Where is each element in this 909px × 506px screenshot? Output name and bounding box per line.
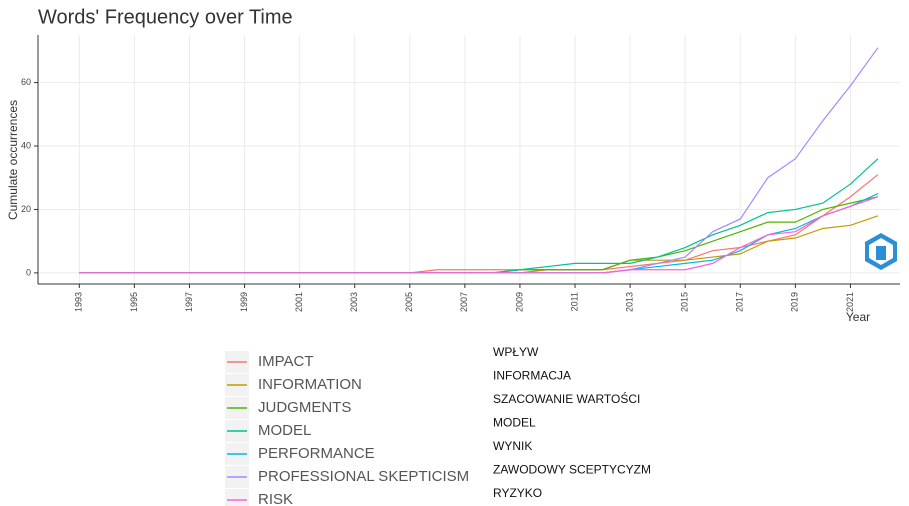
- series-line: [79, 215, 879, 274]
- logo: [865, 233, 897, 270]
- x-tick-label: 2021: [845, 292, 855, 312]
- y-tick-label: 20: [21, 204, 31, 214]
- x-tick-label: 2001: [294, 292, 304, 312]
- x-tick-label: 2019: [790, 292, 800, 312]
- translation: SZACOWANIE WARTOŚCI: [493, 391, 640, 406]
- y-tick-label: 0: [26, 267, 31, 277]
- series-line: [79, 193, 879, 274]
- x-tick-label: 2013: [624, 292, 634, 312]
- x-tick-label: 2007: [459, 292, 469, 312]
- x-tick-label: 2015: [680, 292, 690, 312]
- legend-label: MODEL: [258, 422, 311, 439]
- translation: RYZYKO: [493, 486, 542, 500]
- series-line: [79, 196, 879, 274]
- x-tick-label: 1993: [74, 292, 84, 312]
- legend-key: [225, 489, 249, 506]
- legend-label: PROFESSIONAL SKEPTICISM: [258, 468, 469, 485]
- y-tick-label: 40: [21, 140, 31, 150]
- x-tick-label: 2011: [569, 292, 579, 311]
- translation: MODEL: [493, 416, 536, 430]
- x-tick-label: 2005: [404, 292, 414, 312]
- legend-label: RISK: [258, 491, 293, 506]
- x-tick-label: 1999: [239, 292, 249, 312]
- series-line: [79, 174, 879, 274]
- legend-label: PERFORMANCE: [258, 445, 375, 462]
- x-tick-label: 1997: [184, 292, 194, 312]
- legend-label: IMPACT: [258, 353, 314, 370]
- x-axis-label: Year: [846, 310, 870, 324]
- translation: INFORMACJA: [493, 369, 571, 383]
- translation: ZAWODOWY SCEPTYCYZM: [493, 463, 651, 477]
- translation: WYNIK: [493, 439, 532, 453]
- series-line: [79, 196, 879, 274]
- translation: WPŁYW: [493, 345, 539, 359]
- x-tick-label: 2009: [514, 292, 524, 312]
- x-tick-label: 2003: [349, 292, 359, 312]
- y-axis-label: Cumulate occurrences: [6, 100, 20, 220]
- legend-label: INFORMATION: [258, 376, 362, 393]
- x-tick-label: 2017: [735, 292, 745, 312]
- y-tick-label: 60: [21, 77, 31, 87]
- x-tick-label: 1995: [129, 292, 139, 312]
- series-line: [79, 158, 879, 274]
- chart-title: Words' Frequency over Time: [38, 6, 293, 28]
- legend-label: JUDGMENTS: [258, 399, 351, 416]
